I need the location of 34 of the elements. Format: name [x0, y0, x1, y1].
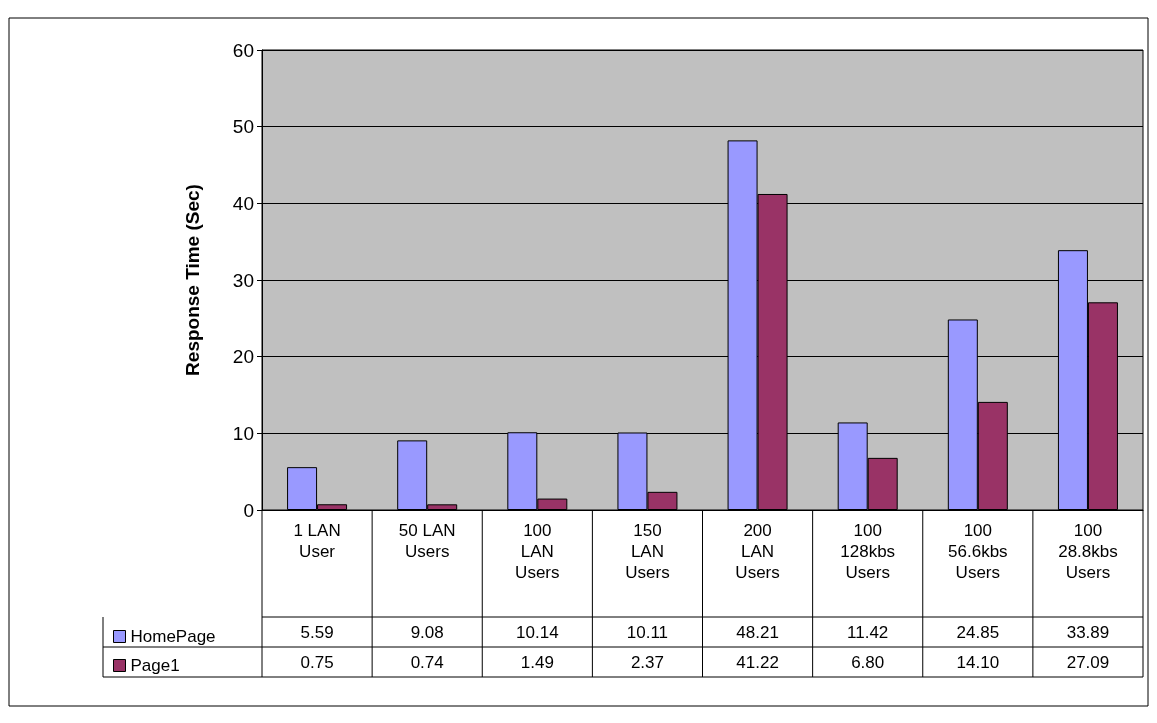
data-label: 1.49: [520, 652, 554, 672]
legend-label: Page1: [130, 656, 180, 675]
data-label: 48.21: [736, 622, 779, 642]
data-label: 9.08: [410, 622, 444, 642]
y-tick-label: 20: [232, 346, 254, 368]
data-label: 0.74: [410, 652, 444, 672]
data-label: 41.22: [736, 652, 779, 672]
x-tick-label: 100 56.6kbs Users: [948, 521, 1008, 582]
y-tick-label: 10: [232, 422, 254, 444]
y-tick-label: 30: [232, 269, 254, 291]
data-label: 2.37: [630, 652, 664, 672]
x-tick-label: 150 LAN Users: [625, 521, 670, 582]
y-tick-label: 50: [232, 116, 254, 138]
x-tick-label: 200 LAN Users: [735, 521, 780, 582]
y-tick-label: 60: [232, 39, 254, 61]
data-label: 33.89: [1066, 622, 1110, 642]
data-label: 10.14: [516, 622, 559, 642]
data-label: 0.75: [300, 652, 334, 672]
data-label: 27.09: [1066, 652, 1110, 672]
x-tick-label: 100 128kbs Users: [840, 521, 896, 582]
x-tick-label: 100 28.8kbs Users: [1058, 521, 1118, 582]
data-label: 10.11: [626, 622, 669, 642]
x-tick-label: 50 LAN Users: [398, 521, 456, 561]
data-label: 11.42: [847, 622, 889, 642]
y-tick-label: 40: [232, 192, 254, 214]
y-tick-label: 0: [243, 499, 254, 521]
y-axis-title: Response Time (Sec): [182, 184, 203, 376]
data-label: 14.10: [956, 652, 1000, 672]
data-label: 24.85: [956, 622, 1000, 642]
legend-label: HomePage: [130, 627, 216, 646]
data-label: 6.80: [851, 652, 885, 672]
data-label: 5.59: [300, 622, 334, 642]
x-tick-label: 100 LAN Users: [515, 521, 560, 582]
x-tick-label: 1 LAN User: [293, 521, 341, 561]
